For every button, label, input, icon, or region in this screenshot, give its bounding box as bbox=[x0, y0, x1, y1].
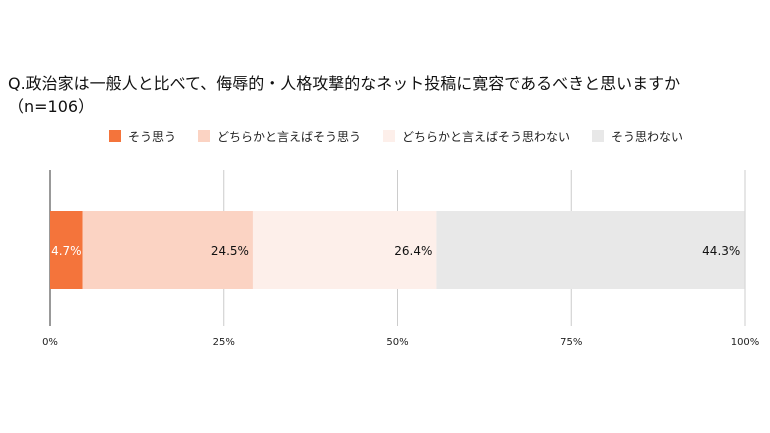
x-tick-label-2: 50% bbox=[386, 337, 408, 348]
legend-label-2: どちらかと言えばそう思わない bbox=[402, 129, 571, 144]
legend-label-0: そう思う bbox=[128, 129, 177, 144]
bar-segment-1 bbox=[82, 211, 253, 289]
legend-item-3: そう思わない bbox=[592, 128, 683, 145]
data-label-3: 44.3% bbox=[702, 244, 740, 258]
legend-swatch-2 bbox=[383, 130, 396, 142]
legend-item-0: そう思う bbox=[109, 128, 176, 145]
bar-segment-2 bbox=[252, 211, 437, 289]
legend-item-2: どちらかと言えばそう思わない bbox=[383, 128, 570, 145]
legend-swatch-0 bbox=[109, 130, 121, 142]
data-label-0: 4.7% bbox=[51, 244, 82, 258]
legend-swatch-3 bbox=[592, 130, 605, 142]
chart-title-line1: Q.政治家は一般人と比べて、侮辱的・人格攻撃的なネット投稿に寛容であるべきと思い… bbox=[8, 74, 681, 93]
legend-item-1: どちらかと言えばそう思う bbox=[198, 128, 361, 145]
x-tick-label-4: 100% bbox=[731, 337, 760, 348]
legend-label-3: そう思わない bbox=[611, 129, 684, 144]
legend: そう思う どちらかと言えばそう思う どちらかと言えばそう思わない そう思わない bbox=[109, 127, 705, 145]
x-tick-label-0: 0% bbox=[42, 337, 58, 348]
legend-label-1: どちらかと言えばそう思う bbox=[217, 129, 362, 144]
bar-segment-0 bbox=[50, 211, 83, 289]
bar-segment-3 bbox=[436, 211, 745, 289]
legend-swatch-1 bbox=[198, 130, 211, 142]
chart-title-line2: （n=106） bbox=[8, 97, 95, 116]
x-tick-label-3: 75% bbox=[560, 337, 582, 348]
chart-title: Q.政治家は一般人と比べて、侮辱的・人格攻撃的なネット投稿に寛容であるべきと思い… bbox=[8, 72, 763, 118]
data-label-1: 24.5% bbox=[211, 244, 249, 258]
data-label-2: 26.4% bbox=[394, 244, 432, 258]
x-tick-label-1: 25% bbox=[213, 337, 235, 348]
